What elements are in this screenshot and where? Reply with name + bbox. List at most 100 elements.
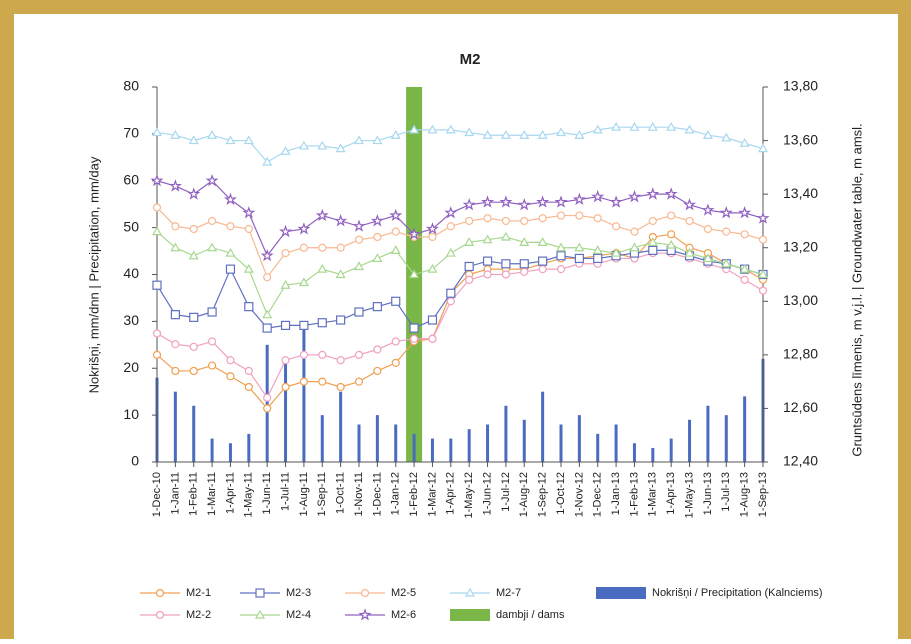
marker	[501, 270, 511, 279]
y2-tick-label: 13,80	[783, 78, 818, 94]
marker	[684, 124, 695, 134]
x-tick-label: 1-Feb-13	[628, 472, 640, 517]
marker	[189, 342, 198, 351]
marker	[499, 195, 513, 208]
marker	[464, 261, 474, 272]
marker	[171, 222, 180, 231]
precip-bar	[577, 415, 581, 462]
marker	[538, 214, 547, 223]
marker	[244, 224, 253, 234]
marker	[446, 222, 455, 231]
series-line	[156, 207, 764, 279]
y-tick-label: 80	[123, 78, 139, 94]
marker	[336, 315, 346, 325]
marker	[446, 288, 456, 298]
marker	[482, 234, 493, 244]
marker	[151, 127, 163, 137]
marker	[409, 269, 420, 279]
legend-label: dambji / dams	[496, 609, 565, 621]
marker	[243, 263, 254, 273]
legend-label: M2-3	[286, 587, 311, 599]
marker	[226, 222, 235, 231]
marker	[722, 227, 731, 236]
marker	[667, 230, 676, 239]
marker	[500, 231, 511, 241]
x-tick-label: 1-Aug-11	[298, 472, 310, 516]
marker	[353, 261, 365, 271]
marker	[593, 253, 603, 264]
legend-label: M2-5	[391, 587, 416, 599]
legend-marker	[155, 610, 165, 620]
legend-label: Nokrišņi / Precipitation (Kalnciems)	[652, 587, 823, 599]
marker	[372, 302, 382, 312]
marker	[629, 242, 640, 252]
x-tick-label: 1-Dec-11	[371, 472, 383, 516]
x-tick-label: 1-Jan-11	[169, 472, 181, 515]
marker	[170, 310, 180, 320]
marker	[538, 265, 547, 274]
marker	[611, 247, 622, 257]
x-tick-label: 1-Oct-11	[335, 472, 347, 514]
marker	[756, 211, 770, 224]
marker	[317, 140, 328, 150]
marker	[609, 195, 623, 208]
precip-bar	[614, 424, 618, 462]
marker	[428, 334, 437, 343]
x-tick-label: 1-Jun-12	[481, 472, 493, 515]
marker	[187, 187, 201, 200]
marker	[519, 237, 530, 246]
precip-bar	[504, 405, 508, 462]
x-tick-label: 1-Sep-11	[316, 472, 328, 516]
precip-bar	[430, 438, 434, 462]
x-tick-label: 1-Apr-12	[445, 472, 457, 515]
marker	[207, 307, 217, 317]
marker	[648, 245, 658, 255]
marker	[538, 256, 548, 266]
precip-bar	[522, 419, 526, 462]
marker	[207, 242, 218, 252]
marker	[152, 350, 162, 359]
marker	[409, 124, 420, 134]
marker	[318, 243, 327, 252]
marker	[739, 263, 750, 273]
marker	[225, 264, 236, 274]
marker	[391, 227, 400, 236]
y-tick-label: 50	[123, 218, 139, 234]
precip-bar	[467, 429, 471, 462]
y-tick-label: 20	[123, 359, 139, 375]
marker	[354, 235, 364, 244]
y-tick-label: 60	[123, 171, 139, 187]
marker	[740, 275, 749, 284]
marker	[188, 135, 199, 145]
marker	[298, 140, 309, 150]
marker	[352, 219, 366, 232]
precip-bar	[247, 433, 251, 462]
x-tick-label: 1-Oct-12	[555, 472, 567, 515]
marker	[318, 350, 327, 359]
marker	[591, 189, 605, 203]
marker	[482, 130, 493, 139]
marker	[242, 206, 256, 219]
precip-bar	[559, 424, 563, 462]
precip-bar	[284, 358, 288, 462]
marker	[244, 366, 253, 376]
marker	[630, 227, 639, 236]
marker	[407, 227, 421, 240]
legend-label: M2-2	[186, 609, 211, 621]
marker	[171, 340, 180, 349]
marker	[702, 130, 713, 139]
marker	[298, 277, 309, 287]
legend-marker	[464, 587, 476, 597]
x-tick-label: 1-Jul-13	[720, 472, 732, 512]
y-tick-label: 40	[123, 265, 139, 281]
legend-label: M2-7	[496, 587, 521, 599]
legend-marker	[254, 609, 266, 619]
precip-bar	[651, 447, 655, 462]
marker	[207, 130, 218, 139]
precip-bar	[449, 438, 453, 462]
marker	[427, 315, 438, 325]
marker	[536, 195, 550, 208]
marker	[483, 270, 492, 279]
marker	[501, 259, 511, 269]
